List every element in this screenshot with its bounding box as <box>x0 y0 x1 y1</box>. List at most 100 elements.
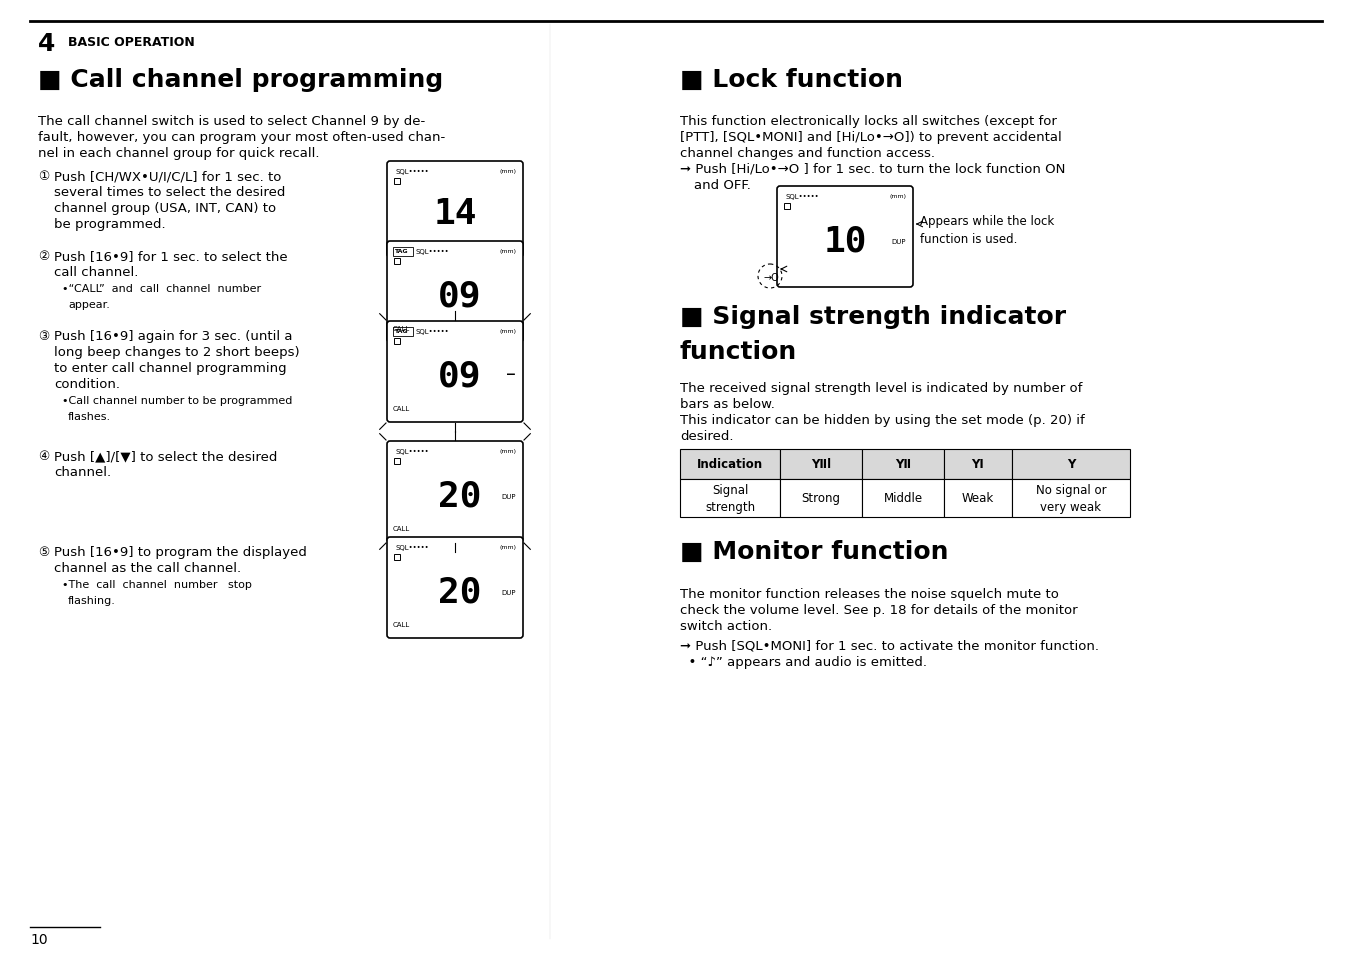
Text: SQL•••••: SQL••••• <box>395 169 429 174</box>
Text: This indicator can be hidden by using the set mode (p. 20) if: This indicator can be hidden by using th… <box>680 414 1084 427</box>
Text: •The  call  channel  number   stop: •The call channel number stop <box>62 579 251 589</box>
Text: YⅡ: YⅡ <box>895 458 911 471</box>
Bar <box>1013 479 1130 517</box>
Text: Weak: Weak <box>961 492 994 505</box>
Text: The monitor function releases the noise squelch mute to: The monitor function releases the noise … <box>680 587 1059 600</box>
Bar <box>680 479 780 517</box>
Text: flashes.: flashes. <box>68 412 111 421</box>
Text: YⅡl: YⅡl <box>811 458 831 471</box>
Bar <box>863 479 944 517</box>
Text: Push [16•9] to program the displayed: Push [16•9] to program the displayed <box>54 545 307 558</box>
Text: Appears while the lock
function is used.: Appears while the lock function is used. <box>919 214 1055 246</box>
Bar <box>393 258 400 265</box>
Text: 20: 20 <box>438 575 481 609</box>
Bar <box>944 450 1013 479</box>
Text: (mm): (mm) <box>890 193 906 199</box>
Text: [PTT], [SQL•MONI] and [Hi/Lo•→O]) to prevent accidental: [PTT], [SQL•MONI] and [Hi/Lo•→O]) to pre… <box>680 131 1061 144</box>
Bar <box>780 450 863 479</box>
Bar <box>1013 450 1130 479</box>
Text: Push [16•9] again for 3 sec. (until a: Push [16•9] again for 3 sec. (until a <box>54 330 292 343</box>
Text: appear.: appear. <box>68 299 110 310</box>
Text: 10: 10 <box>823 224 867 258</box>
Text: SQL•••••: SQL••••• <box>415 329 449 335</box>
Text: ➞ Push [Hi/Lo•→O ] for 1 sec. to turn the lock function ON: ➞ Push [Hi/Lo•→O ] for 1 sec. to turn th… <box>680 163 1065 175</box>
Text: call channel.: call channel. <box>54 266 138 278</box>
Text: DUP: DUP <box>502 589 516 596</box>
Bar <box>393 338 400 345</box>
Text: The received signal strength level is indicated by number of: The received signal strength level is in… <box>680 381 1083 395</box>
Bar <box>863 450 944 479</box>
FancyBboxPatch shape <box>387 537 523 639</box>
Text: ■ Call channel programming: ■ Call channel programming <box>38 68 443 91</box>
Text: be programmed.: be programmed. <box>54 218 166 231</box>
Text: several times to select the desired: several times to select the desired <box>54 186 285 199</box>
Text: →O: →O <box>764 273 780 283</box>
Text: ■ Signal strength indicator: ■ Signal strength indicator <box>680 305 1067 329</box>
Text: flashing.: flashing. <box>68 596 116 605</box>
Text: Push [CH/WX•U/I/C/L] for 1 sec. to: Push [CH/WX•U/I/C/L] for 1 sec. to <box>54 170 281 183</box>
Text: •Call channel number to be programmed: •Call channel number to be programmed <box>62 395 292 406</box>
Bar <box>393 179 400 185</box>
Text: SQL•••••: SQL••••• <box>395 449 429 455</box>
Bar <box>393 458 400 464</box>
Text: SQL•••••: SQL••••• <box>786 193 818 200</box>
Text: TAG: TAG <box>393 329 407 334</box>
Text: BASIC OPERATION: BASIC OPERATION <box>68 36 195 49</box>
Text: SQL•••••: SQL••••• <box>415 249 449 254</box>
Text: ⑤: ⑤ <box>38 545 49 558</box>
Text: switch action.: switch action. <box>680 619 772 633</box>
Text: 4: 4 <box>38 32 55 56</box>
Text: desired.: desired. <box>680 430 734 442</box>
FancyBboxPatch shape <box>777 187 913 288</box>
Text: Push [▲]/[▼] to select the desired: Push [▲]/[▼] to select the desired <box>54 450 277 462</box>
Text: SQL•••••: SQL••••• <box>395 544 429 551</box>
Text: CALL: CALL <box>393 525 410 532</box>
Bar <box>680 450 780 479</box>
Text: ③: ③ <box>38 330 49 343</box>
Text: TAG: TAG <box>393 249 407 253</box>
Text: (mm): (mm) <box>499 449 516 454</box>
Text: and OFF.: and OFF. <box>694 179 750 192</box>
Text: Middle: Middle <box>883 492 922 505</box>
Text: function: function <box>680 339 798 364</box>
Text: DUP: DUP <box>502 494 516 499</box>
Bar <box>393 328 412 336</box>
Text: CALL: CALL <box>393 621 410 627</box>
FancyBboxPatch shape <box>387 322 523 422</box>
Text: (mm): (mm) <box>499 544 516 550</box>
Text: 10: 10 <box>30 932 47 946</box>
Text: channel.: channel. <box>54 465 111 478</box>
Text: ④: ④ <box>38 450 49 462</box>
Text: Push [16•9] for 1 sec. to select the: Push [16•9] for 1 sec. to select the <box>54 250 288 263</box>
Text: YⅠ: YⅠ <box>972 458 984 471</box>
Text: DUP: DUP <box>891 239 906 245</box>
Text: nel in each channel group for quick recall.: nel in each channel group for quick reca… <box>38 147 319 160</box>
Text: •“CALL”  and  call  channel  number: •“CALL” and call channel number <box>62 284 261 294</box>
Text: This function electronically locks all switches (except for: This function electronically locks all s… <box>680 115 1057 128</box>
Text: channel changes and function access.: channel changes and function access. <box>680 147 936 160</box>
Bar <box>944 479 1013 517</box>
Text: 14: 14 <box>433 196 477 231</box>
Text: 20: 20 <box>438 479 481 513</box>
Text: channel group (USA, INT, CAN) to: channel group (USA, INT, CAN) to <box>54 202 276 214</box>
Bar <box>784 204 790 210</box>
Text: ①: ① <box>38 170 49 183</box>
Text: condition.: condition. <box>54 377 120 391</box>
Text: (mm): (mm) <box>499 169 516 173</box>
Text: 09: 09 <box>438 279 481 314</box>
Text: to enter call channel programming: to enter call channel programming <box>54 361 287 375</box>
Text: bars as below.: bars as below. <box>680 397 775 411</box>
Text: channel as the call channel.: channel as the call channel. <box>54 561 241 575</box>
Text: (mm): (mm) <box>499 329 516 334</box>
FancyBboxPatch shape <box>387 162 523 257</box>
Text: The call channel switch is used to select Channel 9 by de-: The call channel switch is used to selec… <box>38 115 426 128</box>
Bar <box>393 555 400 560</box>
Text: ➞ Push [SQL•MONI] for 1 sec. to activate the monitor function.: ➞ Push [SQL•MONI] for 1 sec. to activate… <box>680 639 1099 652</box>
Text: (mm): (mm) <box>499 249 516 253</box>
Text: CALL: CALL <box>393 406 410 412</box>
Text: Signal
strength: Signal strength <box>704 484 754 513</box>
FancyBboxPatch shape <box>387 242 523 343</box>
Text: No signal or
very weak: No signal or very weak <box>1036 484 1106 513</box>
Text: ■ Lock function: ■ Lock function <box>680 68 903 91</box>
FancyBboxPatch shape <box>387 441 523 542</box>
